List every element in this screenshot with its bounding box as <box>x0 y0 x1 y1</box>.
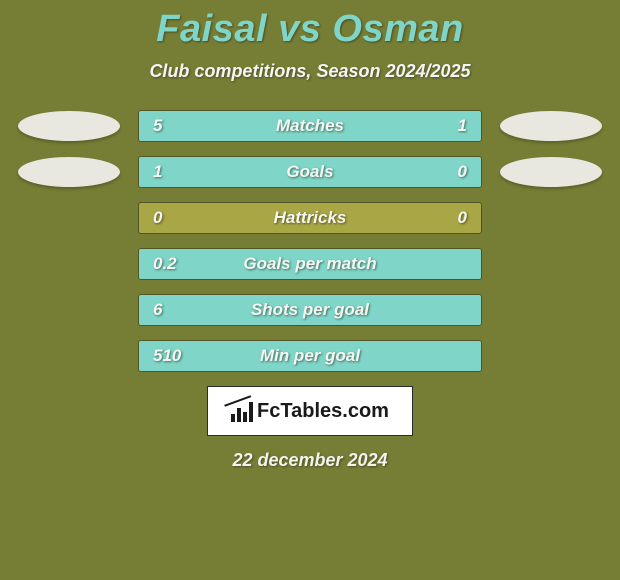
avatar-slot-right <box>482 157 620 187</box>
stat-value-right: 0 <box>458 162 467 182</box>
stat-bar: 510 Min per goal <box>138 340 482 372</box>
stat-bar: 0.2 Goals per match <box>138 248 482 280</box>
stat-label: Goals <box>286 162 333 182</box>
stat-value-left: 6 <box>153 300 162 320</box>
stat-bar: 0 0 Hattricks <box>138 202 482 234</box>
stat-bar-left-fill <box>139 157 406 187</box>
stat-value-right: 0 <box>458 208 467 228</box>
stat-bar-right-fill <box>406 157 481 187</box>
player-avatar-left <box>18 111 120 141</box>
stat-bar: 6 Shots per goal <box>138 294 482 326</box>
stat-row: 6 Shots per goal <box>0 294 620 326</box>
stat-value-left: 1 <box>153 162 162 182</box>
logo-box: FcTables.com <box>207 386 413 436</box>
player-avatar-right <box>500 157 602 187</box>
stats-area: 5 1 Matches 1 0 Goals 0 0 Hattricks 0.2 Goals per … <box>0 110 620 372</box>
stat-bar: 1 0 Goals <box>138 156 482 188</box>
stat-label: Hattricks <box>274 208 347 228</box>
stat-bar: 5 1 Matches <box>138 110 482 142</box>
avatar-slot-right <box>482 111 620 141</box>
page-title: Faisal vs Osman <box>0 0 620 51</box>
stat-label: Shots per goal <box>251 300 369 320</box>
stat-value-left: 0 <box>153 208 162 228</box>
subtitle: Club competitions, Season 2024/2025 <box>0 61 620 82</box>
stat-label: Min per goal <box>260 346 360 366</box>
stat-value-left: 5 <box>153 116 162 136</box>
stat-row: 1 0 Goals <box>0 156 620 188</box>
stat-bar-left-fill <box>139 111 406 141</box>
player-avatar-right <box>500 111 602 141</box>
player-avatar-left <box>18 157 120 187</box>
avatar-slot-left <box>0 111 138 141</box>
stat-label: Goals per match <box>243 254 376 274</box>
date-line: 22 december 2024 <box>0 450 620 471</box>
stat-value-left: 0.2 <box>153 254 177 274</box>
stat-row: 5 1 Matches <box>0 110 620 142</box>
stat-row: 510 Min per goal <box>0 340 620 372</box>
avatar-slot-left <box>0 157 138 187</box>
stat-row: 0.2 Goals per match <box>0 248 620 280</box>
stat-row: 0 0 Hattricks <box>0 202 620 234</box>
bar-chart-icon <box>231 400 253 422</box>
stat-label: Matches <box>276 116 344 136</box>
stat-value-left: 510 <box>153 346 181 366</box>
stat-value-right: 1 <box>458 116 467 136</box>
logo-text: FcTables.com <box>257 400 389 423</box>
stat-bar-right-fill <box>406 111 481 141</box>
